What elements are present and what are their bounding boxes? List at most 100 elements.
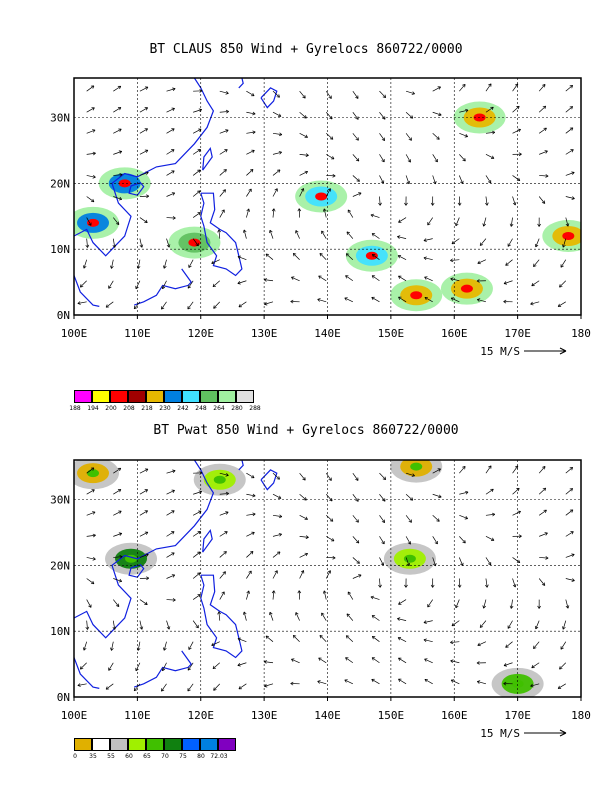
- wind-arrow-head: [277, 169, 281, 173]
- wind-arrow: [318, 657, 327, 664]
- x-tick-label: 100E: [61, 709, 88, 722]
- wind-arrow-head: [436, 136, 440, 140]
- x-tick-label: 140E: [314, 709, 341, 722]
- wind-arrow-head: [397, 637, 402, 641]
- wind-arrow-head: [252, 493, 256, 498]
- wind-arrow-head: [302, 477, 306, 481]
- wind-arrow: [379, 175, 384, 184]
- coastline-6: [238, 78, 244, 89]
- wind-arrow: [345, 657, 354, 664]
- wind-arrow-head: [90, 198, 95, 203]
- wind-arrow-head: [135, 667, 139, 672]
- wind-arrow: [538, 84, 546, 92]
- wind-arrow-head: [559, 284, 563, 288]
- coastline-3: [200, 574, 243, 659]
- wind-arrow: [345, 253, 354, 260]
- wind-arrow-head: [530, 683, 534, 688]
- wind-arrow-head: [543, 127, 547, 132]
- wind-arrow-head: [438, 112, 442, 117]
- wind-arrow: [108, 280, 114, 289]
- wind-arrow-head: [450, 258, 454, 263]
- coastline-2: [202, 528, 213, 553]
- wind-arrow-head: [381, 540, 385, 545]
- wind-arrow: [505, 259, 513, 266]
- wind-arrow: [317, 298, 327, 303]
- wind-arrow-head: [300, 188, 305, 192]
- wind-arrow: [512, 465, 519, 474]
- wind-arrow: [352, 175, 360, 182]
- wind-arrow: [166, 531, 175, 537]
- wind-arrow: [86, 534, 96, 537]
- vector-key-arrowhead: [559, 347, 567, 355]
- wind-arrow-head: [171, 510, 175, 514]
- wind-arrow-head: [450, 297, 455, 301]
- wind-arrow-head: [105, 686, 110, 690]
- wind-arrow-head: [423, 256, 427, 261]
- wind-arrow-head: [533, 645, 537, 649]
- shade-core-5: [410, 462, 423, 471]
- wind-arrow-head: [77, 683, 81, 687]
- wind-arrow-head: [264, 301, 268, 306]
- wind-arrow: [265, 253, 274, 260]
- wind-arrow-head: [517, 510, 521, 515]
- wind-arrow: [237, 280, 247, 284]
- wind-arrow-head: [88, 222, 92, 226]
- wind-arrow: [379, 154, 385, 163]
- wind-arrow-head: [560, 264, 564, 268]
- wind-arrow-head: [565, 605, 570, 609]
- wind-arrow: [299, 132, 308, 138]
- wind-arrow: [432, 86, 441, 92]
- wind-arrow: [192, 620, 199, 629]
- wind-arrow-head: [509, 223, 514, 227]
- wind-arrow: [565, 85, 573, 92]
- wind-arrow: [272, 151, 282, 155]
- wind-arrow-head: [477, 642, 481, 647]
- wind-arrow: [192, 190, 201, 197]
- wind-arrow: [371, 297, 380, 303]
- wind-arrow: [533, 259, 540, 267]
- wind-arrow-head: [406, 180, 411, 185]
- wind-arrow: [535, 238, 540, 248]
- wind-arrow-head: [407, 541, 411, 545]
- wind-arrow-head: [382, 476, 387, 480]
- wind-arrow: [86, 196, 95, 203]
- wind-arrow-head: [222, 189, 226, 193]
- wind-arrow: [218, 611, 221, 621]
- wind-arrow: [459, 466, 466, 474]
- wind-arrow: [111, 641, 114, 651]
- wind-arrow: [371, 679, 380, 685]
- wind-arrow: [379, 578, 381, 588]
- wind-arrow-head: [330, 538, 335, 542]
- wind-arrow-head: [172, 598, 176, 602]
- wind-arrow: [299, 570, 304, 579]
- wind-arrow: [559, 662, 567, 670]
- panel1-title: BT CLAUS 850 Wind + Gyrelocs 860722/0000: [149, 42, 463, 57]
- wind-arrow: [264, 683, 274, 687]
- y-tick-label: 0N: [57, 691, 70, 704]
- wind-arrow-head: [545, 174, 549, 178]
- wind-arrow-head: [163, 265, 167, 269]
- wind-arrow-head: [305, 153, 309, 157]
- wind-arrow-head: [117, 85, 122, 90]
- wind-arrow: [485, 465, 492, 474]
- wind-arrow: [246, 208, 250, 218]
- wind-arrow: [192, 510, 202, 516]
- wind-arrow-head: [355, 116, 359, 120]
- wind-arrow: [455, 217, 460, 227]
- wind-arrow: [111, 259, 114, 269]
- wind-arrow: [458, 175, 464, 184]
- wind-arrow: [459, 109, 469, 113]
- wind-arrow: [113, 128, 122, 134]
- wind-arrow: [485, 536, 495, 541]
- wind-arrow-head: [161, 285, 166, 290]
- wind-arrow-head: [161, 667, 166, 672]
- wind-arrow: [372, 254, 380, 260]
- x-tick-label: 130E: [251, 709, 278, 722]
- wind-arrow-head: [112, 244, 117, 248]
- wind-arrow: [405, 536, 411, 545]
- wind-arrow-head: [263, 278, 267, 282]
- wind-arrow-head: [118, 150, 123, 154]
- wind-arrow: [246, 590, 250, 600]
- wind-arrow-head: [92, 556, 96, 561]
- wind-arrow: [427, 599, 433, 608]
